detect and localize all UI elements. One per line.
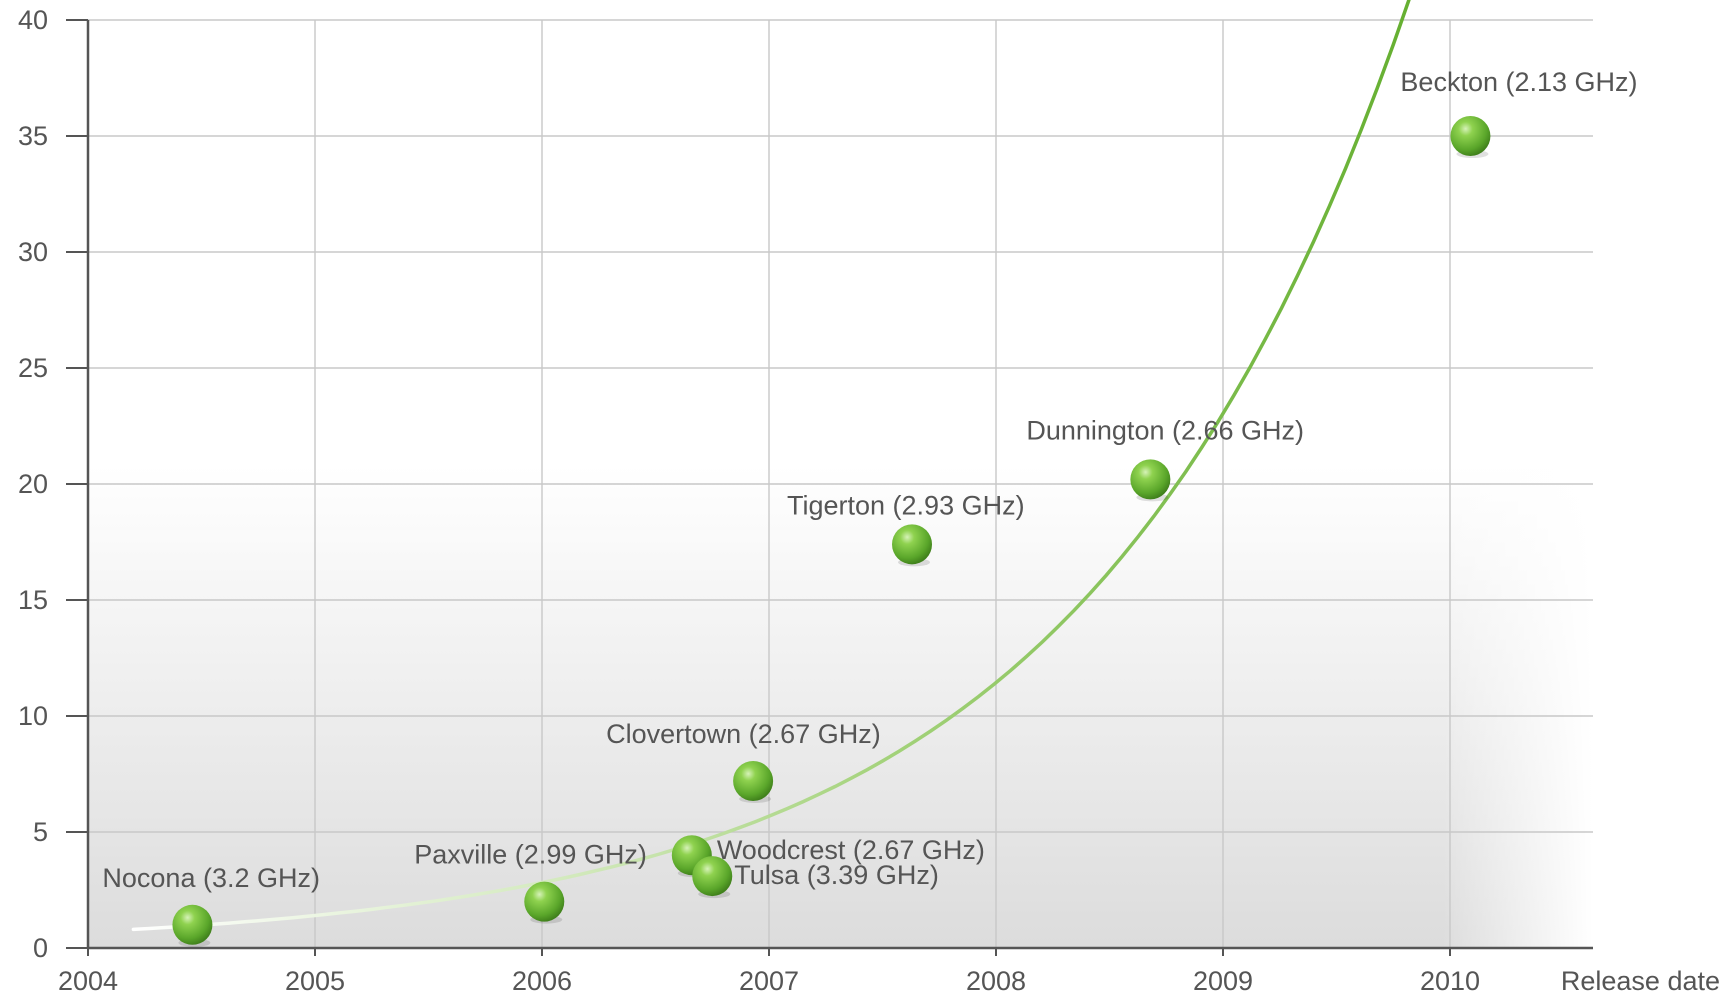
x-tick-label: 2010 <box>1420 966 1480 992</box>
data-point <box>524 881 565 922</box>
data-point-label: Beckton (2.13 GHz) <box>1400 67 1637 97</box>
data-point-label: Paxville (2.99 GHz) <box>414 840 647 870</box>
data-point <box>733 760 774 801</box>
data-point <box>1130 459 1171 500</box>
data-point-label: Nocona (3.2 GHz) <box>102 863 320 893</box>
x-tick-label: 2007 <box>739 966 799 992</box>
y-tick-label: 15 <box>18 585 48 615</box>
data-point <box>892 524 933 565</box>
x-tick-label: 2008 <box>966 966 1026 992</box>
y-tick-label: 10 <box>18 701 48 731</box>
data-point-label: Tulsa (3.39 GHz) <box>734 860 939 890</box>
x-tick-label: 2004 <box>58 966 118 992</box>
y-tick-label: 25 <box>18 353 48 383</box>
trend-line <box>131 0 1411 932</box>
data-point <box>172 904 213 945</box>
data-point-label: Clovertown (2.67 GHz) <box>606 719 881 749</box>
data-point <box>1450 116 1491 156</box>
y-tick-label: 40 <box>18 5 48 35</box>
data-point <box>692 856 733 897</box>
y-tick-label: 20 <box>18 469 48 499</box>
data-point-label: Tigerton (2.93 GHz) <box>787 490 1025 520</box>
x-tick-label: 2006 <box>512 966 572 992</box>
y-tick-label: 0 <box>33 933 48 963</box>
y-tick-label: 35 <box>18 121 48 151</box>
data-point-label: Dunnington (2.66 GHz) <box>1026 415 1304 445</box>
y-tick-label: 30 <box>18 237 48 267</box>
data-point-label: Woodcrest (2.67 GHz) <box>717 835 985 865</box>
y-tick-label: 5 <box>33 817 48 847</box>
x-tick-label: 2005 <box>285 966 345 992</box>
x-tick-label: 2009 <box>1193 966 1253 992</box>
x-axis-title: Release date <box>1561 966 1720 992</box>
